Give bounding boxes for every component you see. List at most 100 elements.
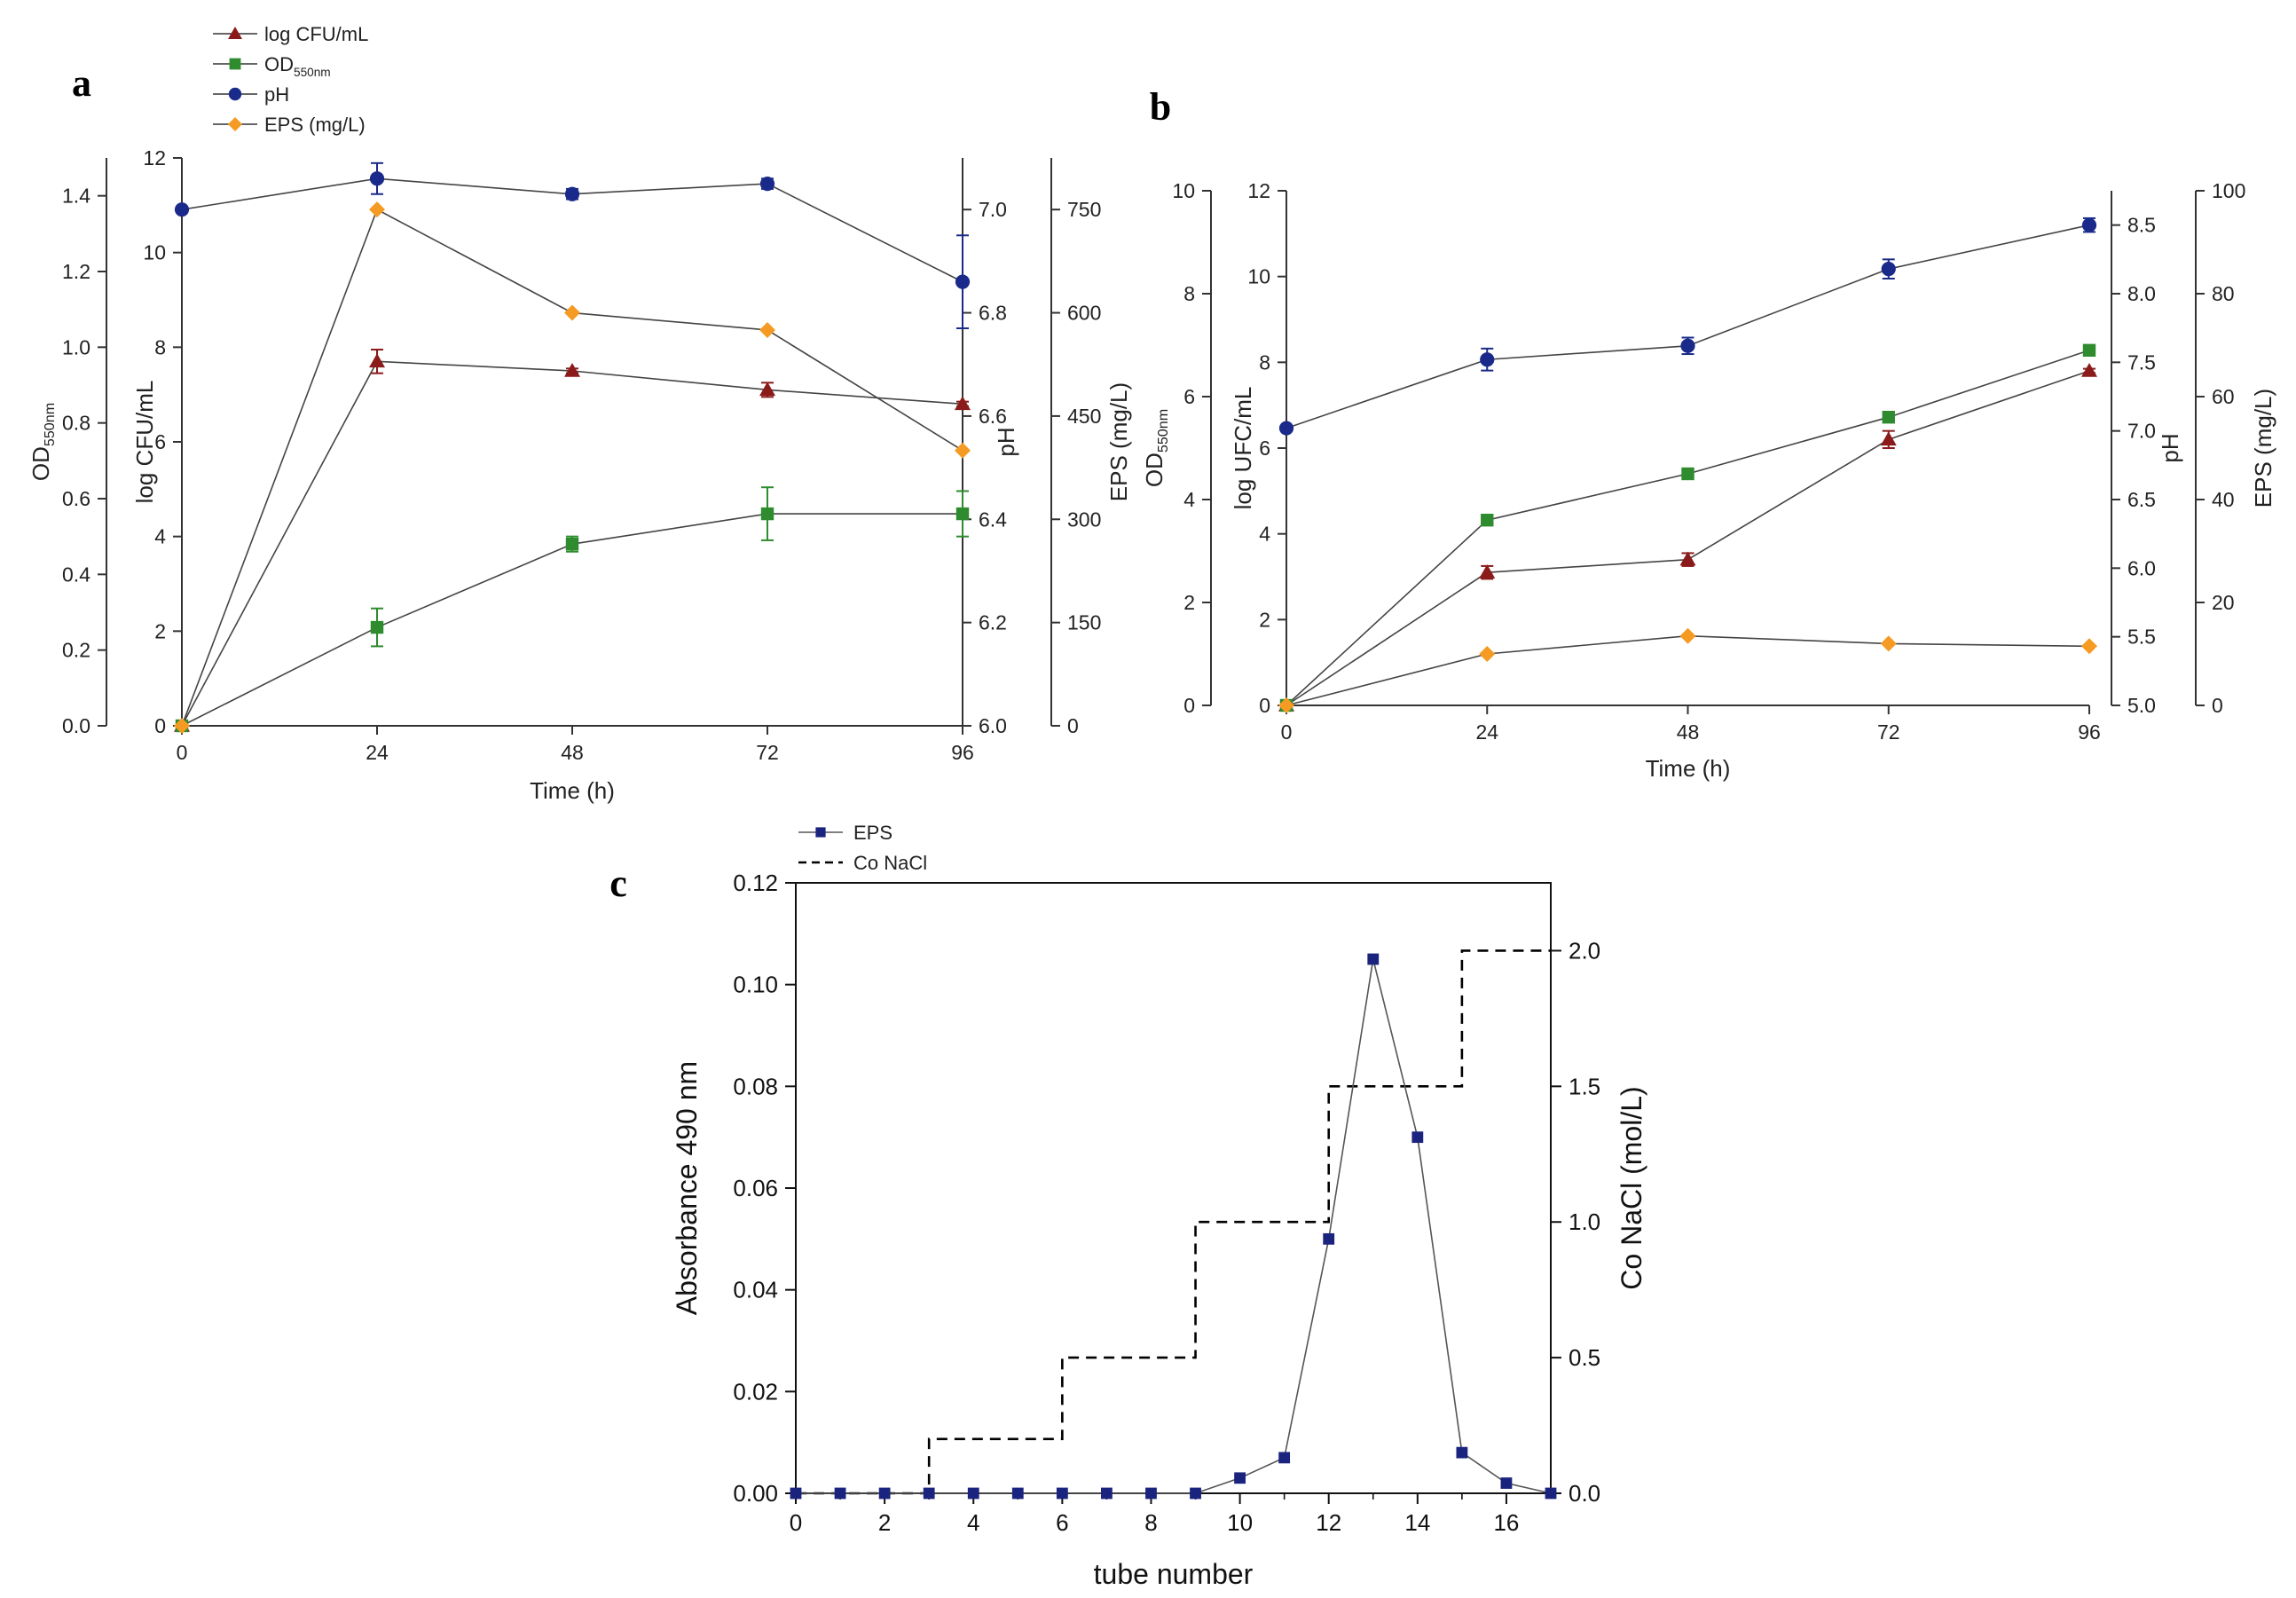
legend-marker [228,87,242,101]
y-tick-label: 0 [1067,714,1079,737]
data-point [1101,1487,1113,1500]
legend-label: EPS [853,822,892,844]
series-od [175,486,970,733]
y-tick-label: 6.2 [979,611,1007,634]
x-tick-label: 24 [366,741,389,764]
series-od [1279,343,2096,712]
y-tick-label: 450 [1067,405,1101,428]
data-point [370,620,384,634]
y-tick-label: 0 [1259,694,1270,717]
y-axis-label: pH [993,427,1019,456]
data-point [2082,343,2096,357]
data-point [1881,262,1896,277]
y-tick-label: 0.02 [733,1378,778,1405]
data-point [790,1487,802,1500]
y-tick-label: 0.10 [733,972,778,998]
x-tick-label: 96 [951,741,974,764]
data-point [1679,627,1696,644]
y-tick-label: 5.0 [2127,694,2156,717]
y2-tick-label: 1.0 [1569,1208,1600,1235]
legend-label: Co NaCl [853,852,927,874]
x-tick-label: 24 [1475,720,1498,744]
y-tick-label: 6.4 [979,508,1007,531]
y-axis-od: 0.0 0.2 0.4 0.6 0.8 1.0 1.2 1.4 OD550nm [28,158,107,737]
x-axis-label: tube number [1094,1558,1254,1590]
y-tick-label: 10 [1247,265,1270,288]
series-ph [1278,216,2097,436]
y-axis-label: OD550nm [1141,409,1171,487]
data-point [878,1487,891,1500]
x-tick-label: 96 [2078,720,2101,744]
data-point [1880,431,1897,446]
data-point [1011,1487,1024,1500]
data-point [1278,1452,1291,1464]
data-point [1479,564,1496,579]
data-point [1500,1477,1513,1489]
legend-label: EPS (mg/L) [264,114,366,136]
x-tick-label: 10 [1227,1509,1253,1536]
y-tick-label: 2 [1183,591,1195,614]
data-point [369,353,385,368]
data-point [759,382,775,397]
y-tick-label: 4 [1183,488,1195,511]
series-line [1286,224,2090,429]
y-tick-label: 4 [1259,523,1270,546]
y-tick-label: 20 [2212,591,2235,614]
data-point [1882,411,1895,424]
y-axis-eps: 0 150 300 450 600 750 EPS (mg/L) [1050,158,1132,737]
y-tick-label: 150 [1067,611,1101,634]
y-axis-ph: 6.0 6.2 6.4 6.6 6.8 7.0 pH [962,158,1019,737]
data-point [2081,363,2097,377]
x-tick-label: 2 [878,1509,891,1536]
series-line [1286,634,2090,706]
y-tick-label: 0 [1183,694,1195,717]
x-tick-label: 48 [1677,720,1700,744]
data-point [955,442,971,459]
data-point [564,304,580,321]
data-point [174,202,190,217]
x-tick-label: 0 [1281,720,1293,744]
y-tick-label: 0 [2212,694,2223,717]
data-point [1481,514,1494,527]
data-point [955,274,971,289]
x-tick-label: 0 [790,1509,802,1536]
y2-tick-label: 1.5 [1569,1073,1600,1099]
y-tick-label: 1.2 [62,260,90,283]
y-axis-label: OD550nm [28,403,58,481]
data-point [1680,338,1695,353]
series-ph [174,161,971,329]
data-point [1278,421,1294,436]
nacl-step-line [796,949,1551,1495]
y-axis-eps: 0 20 40 60 80 100 EPS (mg/L) [2195,179,2276,717]
y-tick-label: 10 [1172,179,1195,202]
y-tick-label: 8 [1259,350,1270,374]
legend-marker [228,27,242,39]
data-point [967,1487,979,1500]
y-tick-label: 2 [154,619,166,642]
y-tick-label: 8 [1183,282,1195,305]
y-tick-label: 8.5 [2127,214,2156,237]
y-tick-label: 6 [154,430,166,453]
y-tick-label: 7.0 [2127,420,2156,443]
y-axis-label: pH [2157,433,2183,462]
data-point [564,363,580,377]
y-tick-label: 4 [154,525,166,548]
series-line [181,209,963,727]
data-point [1056,1487,1068,1500]
panel-c: c 0 2 4 6 8 10 12 14 16 0.00 0.02 0.04 0.06 0.08 0.10 0.… [609,822,1647,1590]
y-tick-label: 0.04 [733,1277,778,1303]
data-point [1367,953,1380,965]
series-line [1286,370,2090,706]
legend: EPS Co NaCl [798,822,927,874]
y-axis-label: log CFU/mL [131,381,158,504]
x-tick-label: 4 [967,1509,979,1536]
series-eps [1278,627,2097,713]
legend-label: pH [264,83,289,106]
series-ufc [1278,363,2097,712]
data-point [2081,217,2097,232]
legend-marker [228,117,242,131]
y2-tick-label: 2.0 [1569,937,1600,964]
